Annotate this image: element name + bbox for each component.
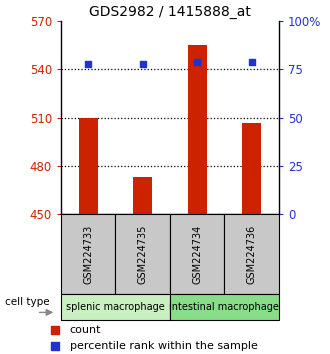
Text: percentile rank within the sample: percentile rank within the sample <box>70 341 257 350</box>
Text: count: count <box>70 325 101 335</box>
Point <box>52 327 57 333</box>
Text: GSM224736: GSM224736 <box>247 224 257 284</box>
FancyBboxPatch shape <box>115 214 170 294</box>
FancyBboxPatch shape <box>224 214 279 294</box>
Text: GSM224734: GSM224734 <box>192 224 202 284</box>
Point <box>194 59 200 64</box>
Text: GSM224733: GSM224733 <box>83 224 93 284</box>
Point <box>85 61 91 67</box>
Bar <box>242 122 261 214</box>
Point <box>140 61 145 67</box>
Text: intestinal macrophage: intestinal macrophage <box>170 302 279 312</box>
Text: splenic macrophage: splenic macrophage <box>66 302 165 312</box>
FancyBboxPatch shape <box>170 294 279 320</box>
Text: cell type: cell type <box>5 297 50 307</box>
Point <box>52 343 57 348</box>
FancyBboxPatch shape <box>170 214 224 294</box>
Text: GSM224735: GSM224735 <box>138 224 148 284</box>
Point <box>249 59 254 64</box>
Bar <box>79 118 98 214</box>
FancyBboxPatch shape <box>61 294 170 320</box>
FancyBboxPatch shape <box>61 214 116 294</box>
Title: GDS2982 / 1415888_at: GDS2982 / 1415888_at <box>89 5 251 19</box>
Bar <box>188 45 207 214</box>
Bar <box>133 177 152 214</box>
